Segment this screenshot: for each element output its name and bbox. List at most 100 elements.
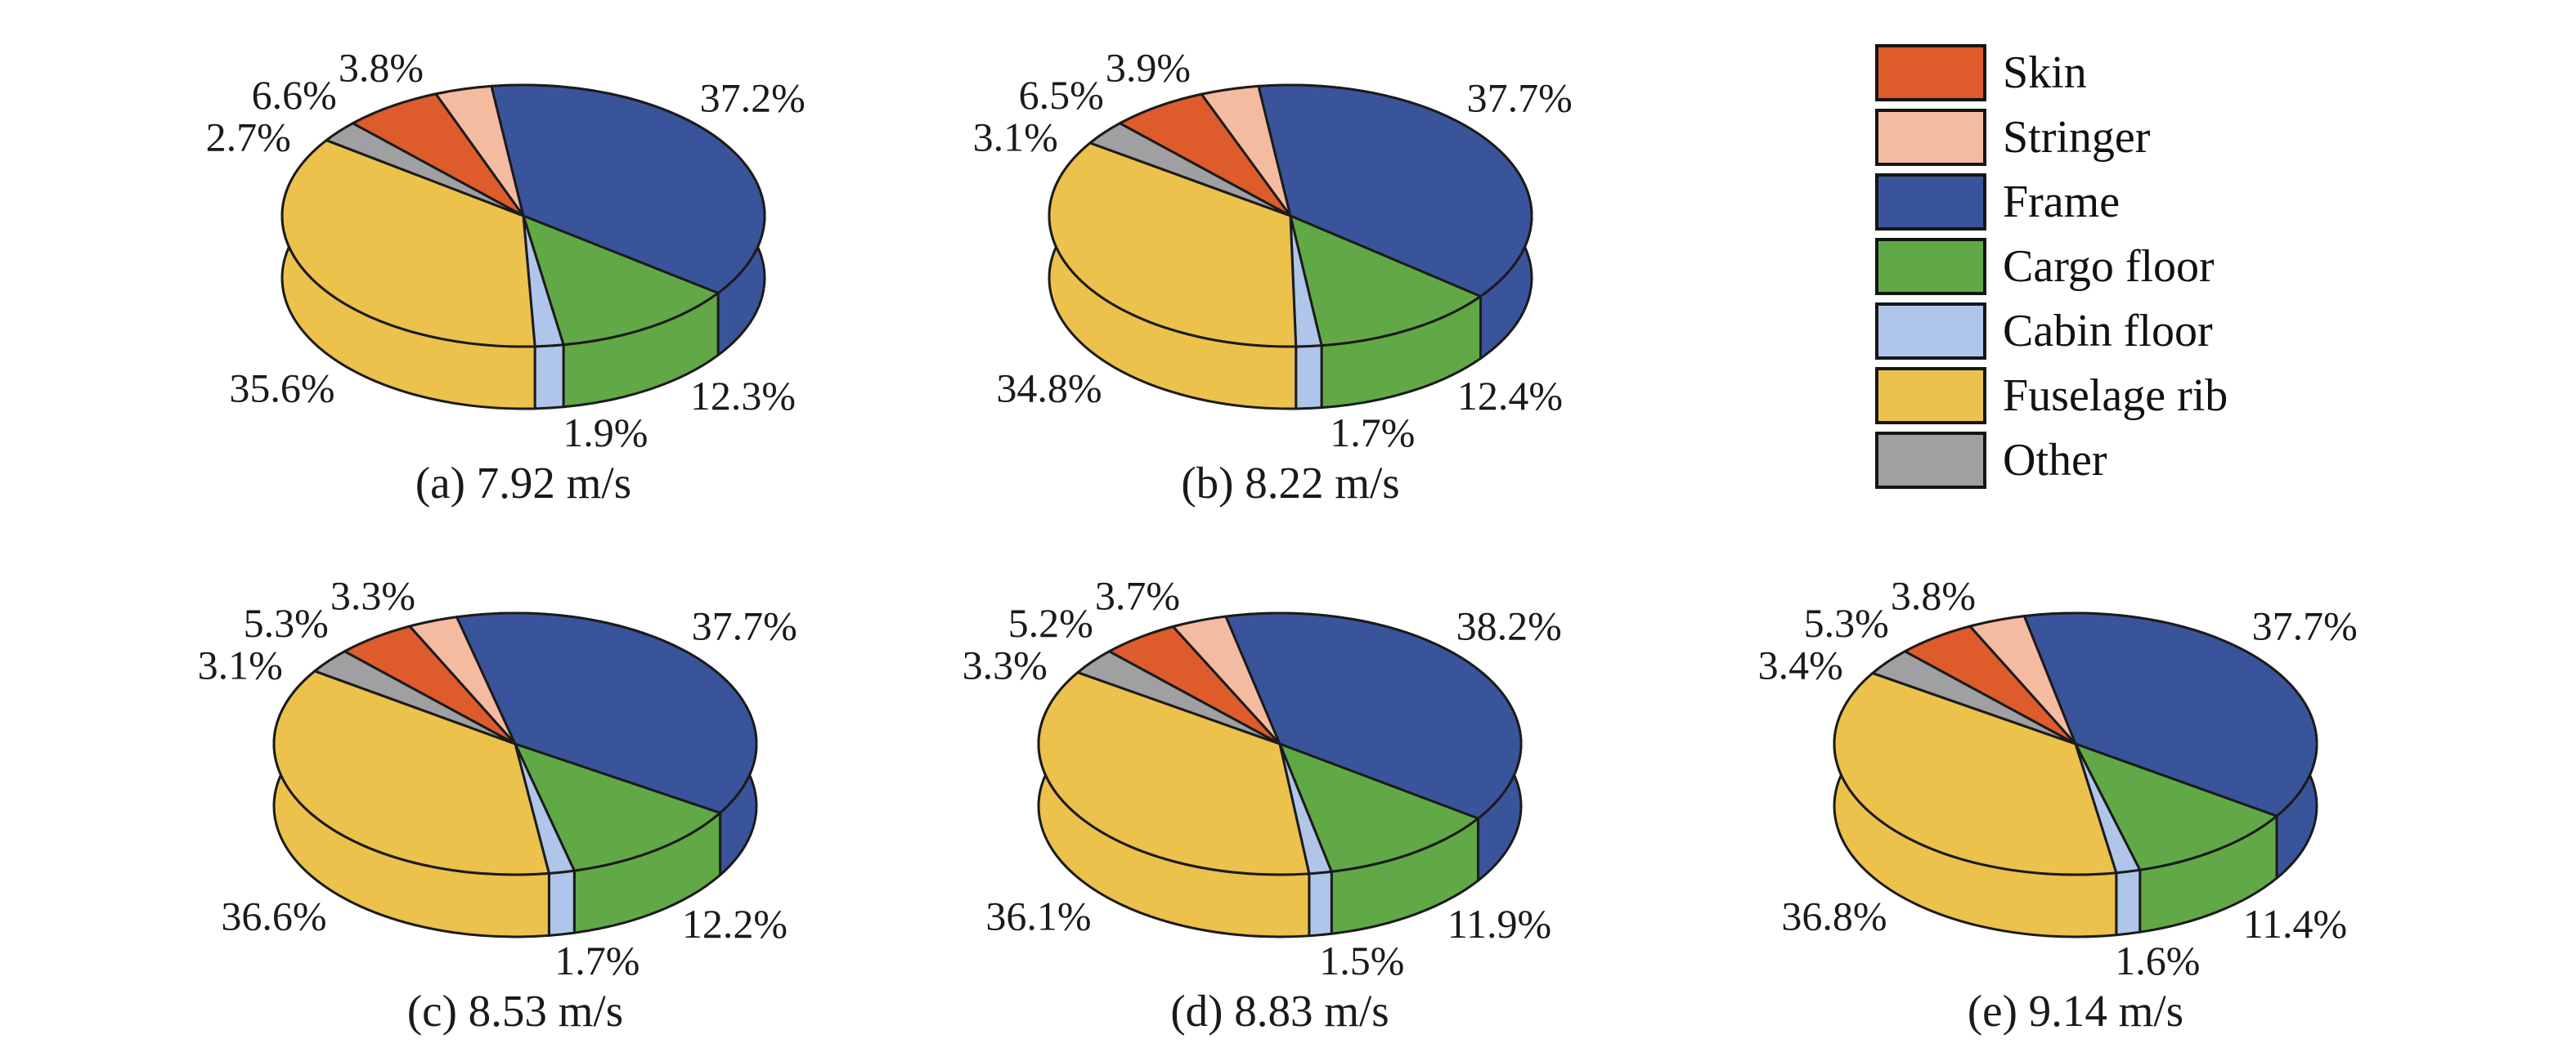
percent-label-fuselage-rib-d: 36.1% [985,893,1091,938]
chart-caption-c: (c) 8.53 m/s [407,986,623,1036]
pie-slice-frame [1257,83,1533,298]
legend-label-skin: Skin [2003,47,2087,98]
pie-slice-skin [351,92,525,217]
pie-slice-side-cabin-floor [1308,870,1333,938]
legend-item-cabin-floor: Cabin floor [1875,302,2228,360]
legend-swatch-other [1875,432,1986,489]
pie-slice-other [1076,650,1281,746]
percent-label-stringer-b: 3.9% [1106,44,1191,90]
chart-caption-b: (b) 8.22 m/s [1181,458,1399,508]
percent-label-other-c: 3.1% [198,642,283,687]
percent-label-skin-d: 5.2% [1008,600,1093,646]
legend-item-other: Other [1875,432,2228,489]
legend-swatch-fuselage-rib [1875,367,1986,424]
pie-slice-frame [456,611,758,814]
percent-label-fuselage-rib-b: 34.8% [996,365,1102,410]
percent-label-other-e: 3.4% [1758,642,1843,687]
chart-caption-d: (d) 8.83 m/s [1170,986,1389,1036]
percent-label-stringer-d: 3.7% [1095,572,1180,618]
percent-label-stringer-a: 3.8% [339,44,424,90]
pie-chart-e: 5.3%3.8% 37.7% 11.4% 1.6% 36.8% 3.4% (e) 9.14 … [1758,572,2358,1036]
percent-label-frame-e: 37.7% [2252,602,2358,648]
pie-slice-fuselage-rib [1833,671,2118,876]
pie-slice-fuselage-rib [280,139,536,348]
legend-swatch-skin [1875,44,1986,101]
pie-tops-a [280,83,766,348]
pie-slice-side-cabin-floor [2115,868,2142,937]
chart-caption-a: (a) 7.92 m/s [415,458,631,508]
percent-label-skin-b: 6.5% [1019,72,1104,118]
percent-label-skin-e: 5.3% [1804,600,1889,646]
pie-slice-side-cabin-floor [547,869,576,937]
pie-slice-frame [1224,611,1523,820]
percent-label-fuselage-rib-a: 35.6% [229,365,334,410]
pie-chart-b: 6.5%3.9% 37.7% 12.4% 1.7% 34.8% 3.1% (b) 8.22 … [973,44,1573,508]
percent-label-cargo-floor-c: 12.2% [682,901,788,947]
legend-swatch-stringer [1875,109,1986,166]
pie-slice-other [1871,650,2077,746]
pie-chart-a: 6.6%3.8% 37.2% 12.3% 1.9% 35.6% 2.7% (a) 7.92 … [206,44,806,508]
chart-caption-e: (e) 9.14 m/s [1968,986,2183,1036]
percent-label-skin-c: 5.3% [244,600,329,646]
legend-item-cargo-floor: Cargo floor [1875,238,2228,295]
pie-tops-e [1833,611,2318,876]
legend-item-frame: Frame [1875,173,2228,231]
pie-slice-skin [1118,92,1292,217]
legend-swatch-frame [1875,173,1986,231]
percent-label-skin-a: 6.6% [252,72,337,118]
legend: Skin Stringer Frame Cargo floor Cabin floor F… [1875,44,2228,496]
pie-tops-d [1037,611,1523,876]
percent-label-other-a: 2.7% [206,114,291,159]
legend-label-cargo-floor: Cargo floor [2003,241,2215,292]
legend-label-fuselage-rib: Fuselage rib [2003,370,2228,421]
pie-slice-cargo-floor [1289,214,1482,347]
pie-slice-fuselage-rib [1037,671,1311,876]
legend-label-frame: Frame [2003,177,2120,227]
percent-label-stringer-e: 3.8% [1891,572,1976,618]
percent-label-cargo-floor-e: 11.4% [2243,901,2347,947]
percent-label-frame-d: 38.2% [1456,602,1562,648]
legend-swatch-cabin-floor [1875,302,1986,360]
legend-label-other: Other [2003,435,2107,486]
percent-label-fuselage-rib-c: 36.6% [221,893,326,938]
pie-slice-other [1088,122,1292,217]
percent-label-cargo-floor-d: 11.9% [1447,901,1551,947]
percent-label-frame-a: 37.2% [700,74,806,120]
percent-label-fuselage-rib-e: 36.8% [1781,893,1887,938]
pie-slice-cargo-floor [522,214,720,347]
pie-slice-fuselage-rib [272,670,550,876]
percent-label-other-b: 3.1% [973,114,1058,159]
percent-label-cabin-floor-c: 1.7% [554,938,640,983]
pie-slice-frame [490,83,766,294]
percent-label-cargo-floor-a: 12.3% [690,373,796,419]
percent-label-cabin-floor-b: 1.7% [1330,410,1415,455]
pie-slice-cargo-floor [1278,742,1479,873]
percent-label-frame-c: 37.7% [692,602,797,648]
legend-label-stringer: Stringer [2003,112,2151,163]
pie-slice-cargo-floor [2074,742,2278,871]
percent-label-cabin-floor-e: 1.6% [2115,938,2200,983]
percent-label-frame-b: 37.7% [1467,74,1573,120]
legend-item-fuselage-rib: Fuselage rib [1875,367,2228,424]
legend-item-skin: Skin [1875,44,2228,101]
pie-tops-c [272,611,758,876]
pie-slice-frame [2022,611,2318,817]
legend-item-stringer: Stringer [1875,109,2228,166]
pie-slice-side-cabin-floor [1295,344,1323,410]
percent-label-stringer-c: 3.3% [330,572,415,618]
pie-chart-d: 5.2%3.7% 38.2% 11.9% 1.5% 36.1% 3.3% (d) 8.83 … [963,572,1562,1036]
pie-tops-b [1048,83,1533,348]
legend-label-cabin-floor: Cabin floor [2003,306,2213,356]
legend-swatch-cargo-floor [1875,238,1986,295]
percent-label-cargo-floor-b: 12.4% [1457,373,1563,419]
percent-label-other-d: 3.3% [963,642,1048,687]
percent-label-cabin-floor-d: 1.5% [1319,938,1404,983]
pie-slice-side-cabin-floor [533,343,565,410]
percent-label-cabin-floor-a: 1.9% [563,410,648,455]
pie-chart-c: 5.3%3.3% 37.7% 12.2% 1.7% 36.6% 3.1% (c) 8.53 … [198,572,797,1036]
pie-slice-other [325,122,525,217]
pie-slice-cargo-floor [514,742,722,872]
pie-slice-fuselage-rib [1048,141,1298,348]
